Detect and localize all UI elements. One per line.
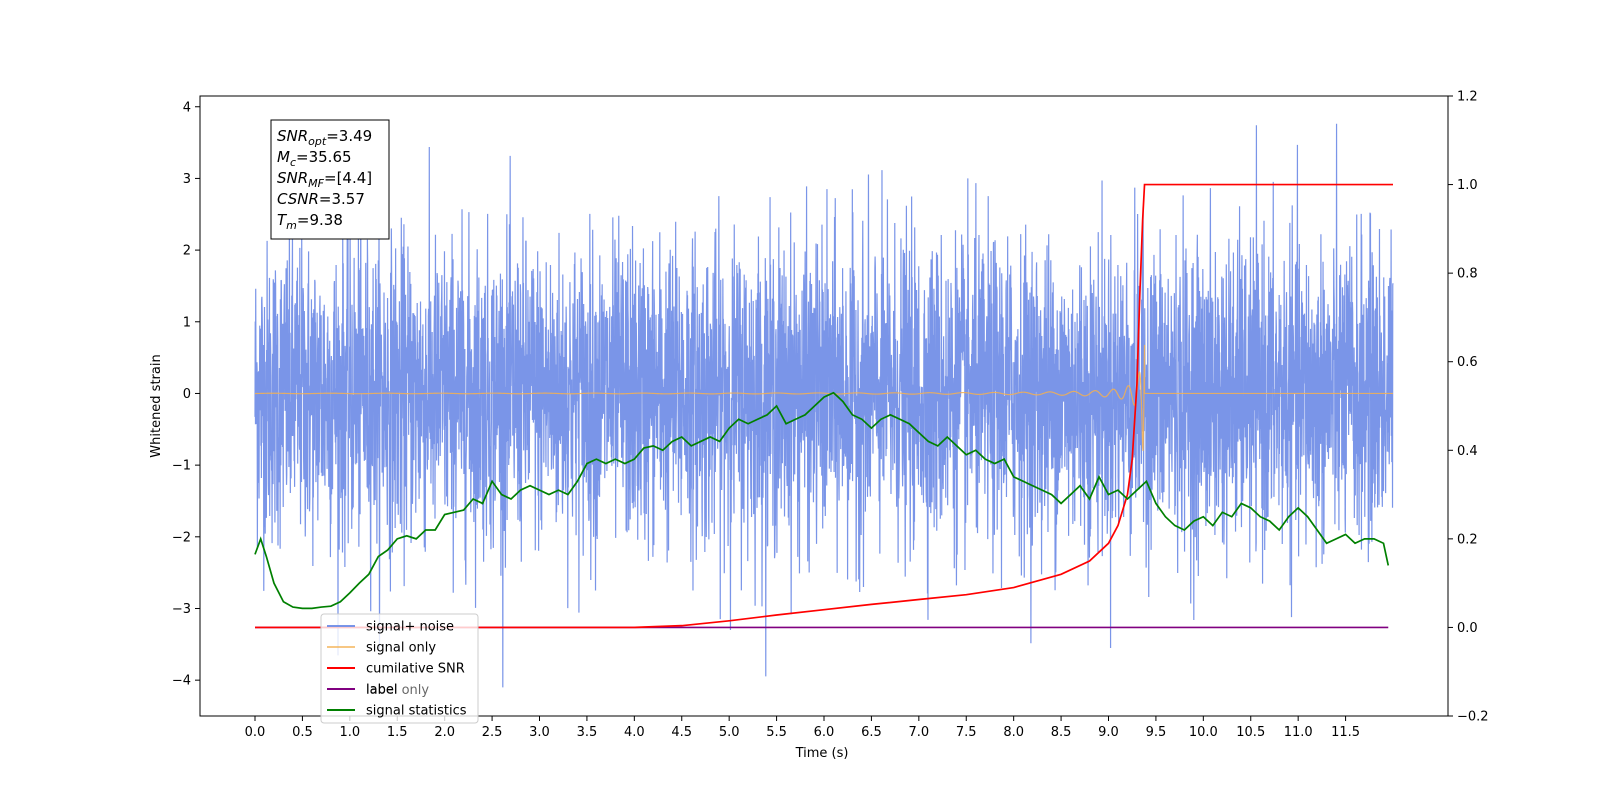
y-right-tick-label: 0.4 [1457,444,1478,459]
x-tick-label: 7.0 [908,725,929,740]
x-tick-label: 10.5 [1236,725,1265,740]
legend-hidden-entry: label only [366,683,429,698]
legend: label only signal+ noise signal only cumila… [320,613,479,724]
x-tick-label: 7.5 [956,725,977,740]
legend-entry-label: signal only [366,641,436,656]
stats-line: Mc=35.65 [277,148,352,169]
y-right-tick-label: −0.2 [1457,710,1489,725]
x-tick-label: 4.0 [624,725,645,740]
y-left-tick-label: 2 [183,244,191,259]
x-tick-label: 0.5 [292,725,313,740]
x-tick-label: 9.0 [1098,725,1119,740]
x-tick-label: 9.5 [1146,725,1167,740]
stats-box-frame [270,119,390,240]
series-cumulative-snr [255,183,1393,629]
y-left-tick-label: −1 [172,459,191,474]
x-tick-label: 0.0 [245,725,266,740]
y-axis-label: Whitened strain [149,354,164,457]
y-left-tick-label: −3 [172,602,191,617]
y-right-tick-label: 1.0 [1457,178,1478,193]
series-signal-only [255,344,1393,451]
y-right-tick-label: 1.2 [1457,90,1478,105]
y-left-tick-label: −2 [172,530,191,545]
y-right-tick-label: 0.0 [1457,621,1478,636]
legend-entry-label: cumilative SNR [366,662,465,677]
legend-frame [320,613,479,724]
x-tick-label: 10.0 [1189,725,1218,740]
legend-entry-label: signal+ noise [366,620,454,635]
x-tick-label: 11.0 [1284,725,1313,740]
series-signal-statistics [254,391,1390,610]
x-tick-label: 8.0 [1003,725,1024,740]
x-axis-label: Time (s) [795,746,849,761]
y-left-tick-label: 4 [183,100,191,115]
series-signal-noise [254,123,1394,688]
stats-line: CSNR=3.57 [277,190,365,208]
x-tick-label: 4.5 [671,725,692,740]
x-tick-label: 3.5 [577,725,598,740]
x-tick-label: 5.5 [766,725,787,740]
x-tick-label: 6.0 [814,725,835,740]
legend-entry-label: signal statistics [366,704,467,719]
y-right-tick-label: 0.8 [1457,267,1478,282]
y-left-tick-label: 0 [183,387,191,402]
stats-line: SNRMF=[4.4] [277,169,372,190]
y-left-tick-label: 1 [183,315,191,330]
x-tick-label: 2.5 [482,725,503,740]
y-left-tick-label: 3 [183,172,191,187]
x-tick-label: 5.0 [719,725,740,740]
x-tick-label: 8.5 [1051,725,1072,740]
y-right-tick-label: 0.2 [1457,532,1478,547]
x-tick-label: 3.0 [529,725,550,740]
x-tick-label: 2.0 [434,725,455,740]
x-tick-label: 1.5 [387,725,408,740]
stats-line: SNRopt=3.49 [277,127,372,148]
axes-layer: 0.0 0.5 1.0 1.5 2.0 2.5 3.0 3.5 4.0 4.5 5.0 5.5 6.0 6… [172,90,1489,741]
y-right-tick-label: 0.6 [1457,355,1478,370]
x-tick-label: 1.0 [339,725,360,740]
x-tick-label: 11.5 [1331,725,1360,740]
y-left-tick-label: −4 [172,674,191,689]
x-tick-label: 6.5 [861,725,882,740]
stats-line: Tm=9.38 [277,211,343,232]
legend-entry-label: label [366,683,397,698]
